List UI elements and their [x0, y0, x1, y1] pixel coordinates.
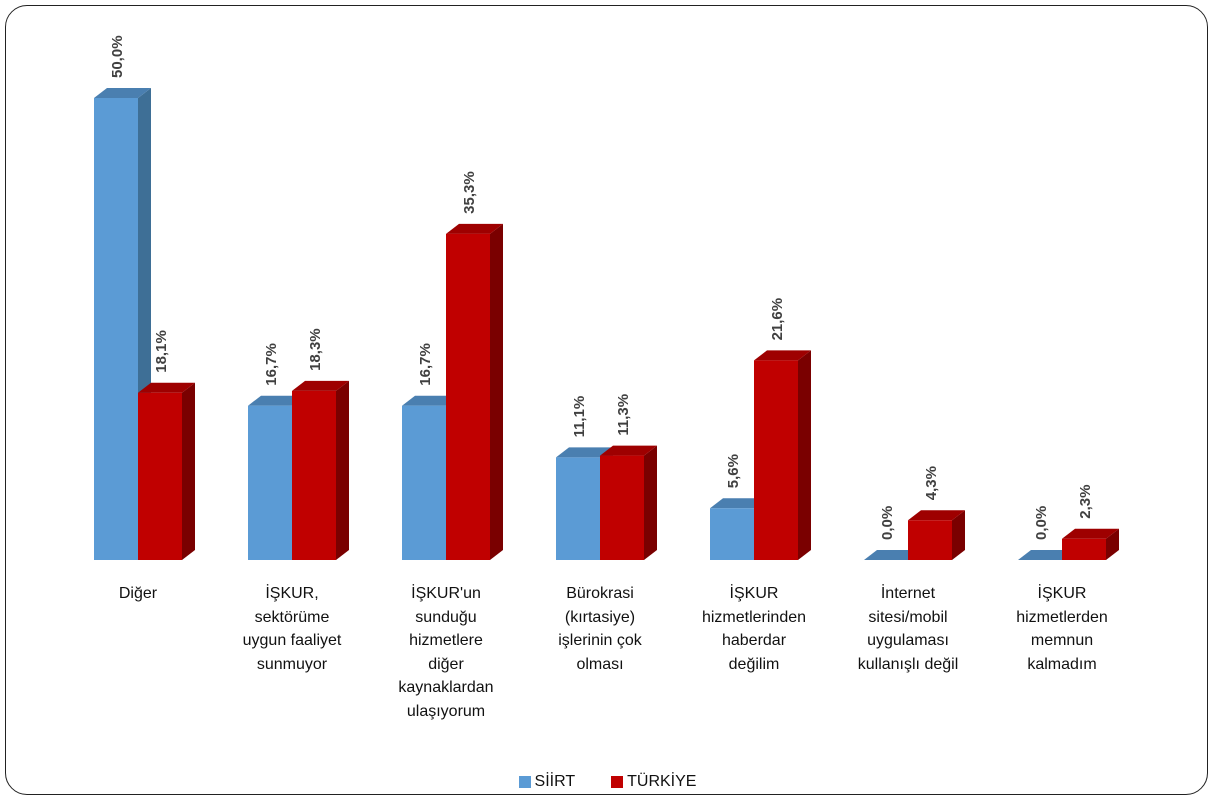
bar-front	[710, 508, 754, 560]
legend-item-siirt: SİİRT	[518, 773, 576, 791]
bar-top	[754, 350, 811, 361]
bar-front	[1062, 538, 1106, 560]
bar-side	[1106, 528, 1119, 560]
bar-siirt-5	[864, 550, 921, 560]
data-label: 4,3%	[923, 466, 940, 500]
bar-turkiye-6	[1062, 528, 1119, 560]
data-label: 0,0%	[879, 506, 896, 540]
bar-turkiye-1	[292, 380, 349, 560]
bar-top	[600, 445, 657, 456]
bar-top	[556, 447, 613, 458]
bar-turkiye-0	[138, 382, 195, 560]
data-label: 50,0%	[109, 35, 126, 78]
bar-top	[908, 510, 965, 521]
bar-front	[402, 405, 446, 560]
data-label: 11,3%	[615, 394, 632, 436]
chart-frame	[5, 5, 1208, 795]
bar-side	[490, 223, 503, 560]
category-label: Diğer	[118, 585, 158, 602]
bar-top	[446, 223, 503, 234]
category-label: İŞKUR hizmetlerinden haberdar değilim	[701, 585, 807, 673]
legend-swatch-siirt	[518, 776, 531, 788]
bar-side	[798, 350, 811, 560]
data-label: 5,6%	[725, 454, 742, 488]
bar-front	[446, 233, 490, 560]
data-label: 16,7%	[263, 343, 280, 386]
bar-turkiye-3	[600, 445, 657, 560]
legend-item-turkiye: TÜRKİYE	[611, 773, 696, 791]
bar-turkiye-4	[754, 350, 811, 560]
legend-label-siirt: SİİRT	[534, 773, 576, 790]
bar-front	[556, 457, 600, 560]
legend-label-turkiye: TÜRKİYE	[627, 773, 697, 790]
bar-front	[754, 360, 798, 560]
data-label: 0,0%	[1033, 506, 1050, 540]
category-label: İŞKUR'un sunduğu hizmetlere diğer kaynak…	[398, 585, 494, 720]
category-label: Bürokrasi (kırtasiye) işlerinin çok olma…	[558, 585, 642, 673]
bar-top	[1062, 528, 1119, 539]
data-label: 16,7%	[417, 343, 434, 386]
bar-top	[1018, 550, 1075, 560]
bar-side	[336, 380, 349, 560]
data-label: 35,3%	[461, 171, 478, 214]
bar-turkiye-5	[908, 510, 965, 560]
bar-front	[248, 405, 292, 560]
bar-top	[710, 498, 767, 509]
bar-top	[402, 395, 459, 406]
bar-top	[94, 88, 151, 98]
bar-side	[644, 445, 657, 560]
bar-side	[952, 510, 965, 560]
bar-top	[138, 382, 195, 393]
category-label: İŞKUR hizmetlerden memnun kalmadım	[1016, 585, 1108, 673]
bar-top	[864, 550, 921, 560]
bar-side	[182, 382, 195, 560]
bar-front	[908, 520, 952, 560]
bar-siirt-6	[1018, 550, 1075, 560]
bar-turkiye-2	[446, 223, 503, 560]
legend: SİİRT TÜRKİYE	[0, 773, 1215, 791]
bar-top	[248, 395, 305, 406]
data-label: 18,3%	[307, 328, 324, 371]
data-label: 11,1%	[571, 396, 588, 438]
bar-front	[138, 392, 182, 560]
legend-swatch-turkiye	[611, 776, 624, 788]
bar-front	[292, 390, 336, 560]
bar-top	[292, 380, 349, 391]
bar-front	[94, 98, 138, 560]
category-label: İnternet sitesi/mobil uygulaması kullanı…	[857, 585, 959, 673]
data-label: 18,1%	[153, 330, 170, 373]
data-label: 2,3%	[1077, 485, 1094, 519]
bar-front	[600, 455, 644, 560]
data-label: 21,6%	[769, 298, 786, 341]
category-label: İŞKUR, sektörüme uygun faaliyet sunmuyor	[242, 585, 342, 673]
